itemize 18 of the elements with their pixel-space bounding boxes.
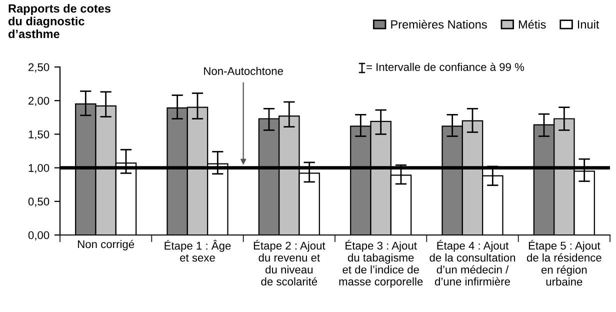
x-tick-label: Étape 5 : Ajout de la résidence en région urbaine <box>526 240 602 286</box>
x-tick-label: Étape 1 : Âge et sexe <box>164 240 231 262</box>
legend-label: Inuit <box>578 20 600 29</box>
y-tick-label: 2,50 <box>28 63 50 72</box>
legend-label: Premières Nations <box>391 20 487 29</box>
y-tick-label: 2,00 <box>28 96 50 106</box>
x-tick-label: Étape 2 : Ajout du revenu et du niveau de scolarité <box>254 240 326 286</box>
y-tick-label: 1,50 <box>28 130 50 140</box>
y-axis-title: Rapports de cotes du diagnostic d’asthme <box>8 4 111 38</box>
y-tick-label: 1,00 <box>28 164 50 174</box>
y-tick-label: 0,50 <box>28 198 50 207</box>
x-tick-label: Étape 3 : Ajout du tabagisme et de l’indice de masse corporelle <box>339 240 423 288</box>
y-tick-label: 0,00 <box>28 231 50 240</box>
legend-label: Métis <box>518 20 546 29</box>
x-tick-label: Non corrigé <box>78 240 134 250</box>
x-tick-label: Étape 4 : Ajout de la consultation d’un médecin / d’une infirmière <box>430 240 516 286</box>
annotation: = Intervalle de confiance à 99 % <box>366 62 524 71</box>
ref-line-label: Non-Autochtone <box>204 66 283 76</box>
